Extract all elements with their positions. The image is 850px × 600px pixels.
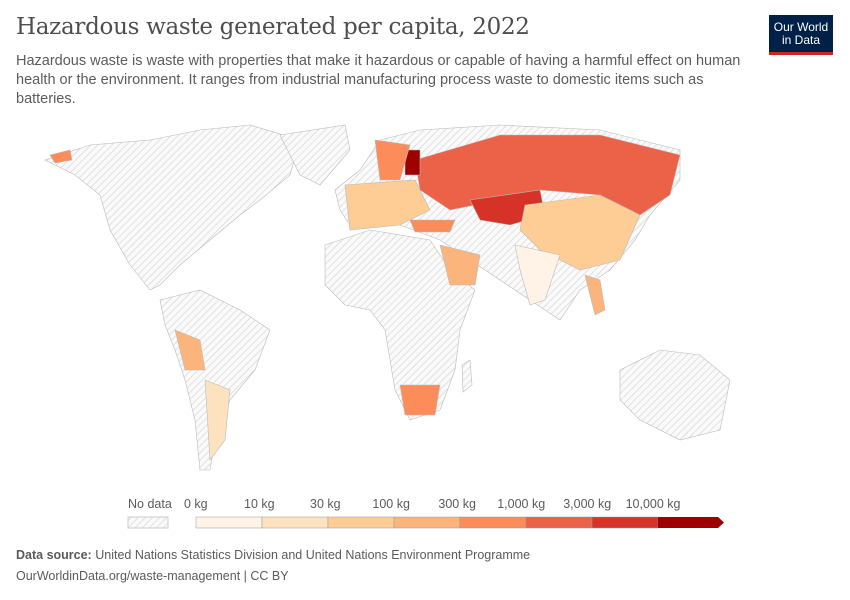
legend-tick: 300 kg <box>438 497 476 511</box>
legend-no-data-swatch <box>127 516 169 529</box>
landmass-north-america[interactable] <box>44 124 301 291</box>
country-argentina[interactable] <box>204 379 231 461</box>
source-text: United Nations Statistics Division and U… <box>95 548 531 562</box>
country-saudi-arabia[interactable] <box>439 244 481 286</box>
country-india[interactable] <box>514 244 561 306</box>
landmass-madagascar[interactable] <box>461 359 473 393</box>
data-source: Data source: United Nations Statistics D… <box>16 548 530 562</box>
legend-bin-6[interactable] <box>591 516 659 529</box>
legend-bin-0[interactable] <box>195 516 263 529</box>
legend-bin-1[interactable] <box>261 516 329 529</box>
world-map[interactable] <box>0 115 850 495</box>
chart-title: Hazardous waste generated per capita, 20… <box>16 14 530 40</box>
landmass-africa[interactable] <box>324 229 476 421</box>
legend-tick: 10 kg <box>244 497 275 511</box>
legend-tick: 1,000 kg <box>497 497 546 511</box>
country-china[interactable] <box>519 194 641 271</box>
legend-bin-7[interactable] <box>658 517 724 528</box>
legend-tick: 100 kg <box>372 497 410 511</box>
country-peru[interactable] <box>174 329 206 371</box>
legend-tick: 0 kg <box>184 497 208 511</box>
legend-bin-4[interactable] <box>459 516 527 529</box>
country-scandinavia[interactable] <box>374 139 411 181</box>
landmass-australia[interactable] <box>619 349 731 441</box>
country-turkey[interactable] <box>409 219 456 233</box>
legend-bin-5[interactable] <box>525 516 593 529</box>
country-south-africa[interactable] <box>399 384 441 416</box>
legend-bin-3[interactable] <box>393 516 461 529</box>
footer-link[interactable]: OurWorldinData.org/waste-management | CC… <box>16 569 289 583</box>
country-southeast-asia[interactable] <box>584 274 606 316</box>
landmass-greenland[interactable] <box>279 124 351 186</box>
legend-tick: 10,000 kg <box>625 497 681 511</box>
country-finland[interactable] <box>404 149 421 176</box>
owid-logo[interactable]: Our World in Data <box>769 15 833 55</box>
legend-bin-2[interactable] <box>327 516 395 529</box>
chart-subtitle: Hazardous waste is waste with properties… <box>16 53 741 107</box>
legend-tick: 30 kg <box>310 497 341 511</box>
legend-bar <box>127 516 724 529</box>
source-label: Data source: <box>16 548 92 562</box>
country-europe[interactable] <box>344 179 431 231</box>
legend-no-data-label: No data <box>128 497 172 511</box>
legend-tick: 3,000 kg <box>563 497 612 511</box>
country-iceland[interactable] <box>49 149 73 164</box>
